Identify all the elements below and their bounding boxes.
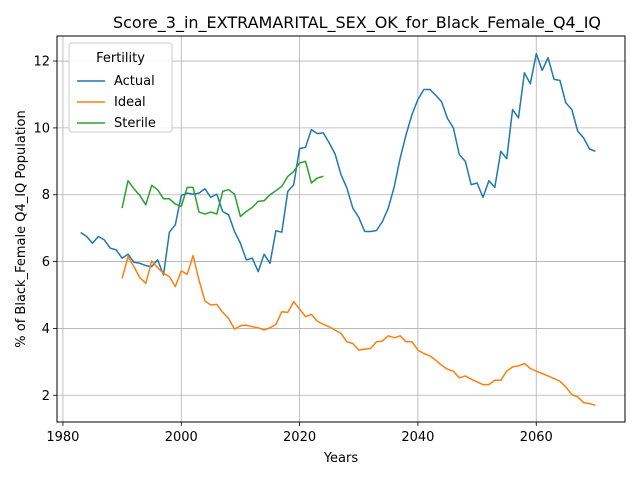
x-tick-label: 2020 — [283, 430, 316, 445]
x-tick-label: 2060 — [520, 430, 553, 445]
legend-box — [68, 42, 173, 133]
y-axis: 2 4 6 8 10 12 — [33, 55, 57, 404]
y-tick-label: 2 — [42, 389, 50, 404]
chart-title: Score_3_in_EXTRAMARITAL_SEX_OK_for_Black… — [113, 13, 601, 33]
y-axis-label: % of Black_Female Q4_IQ Population — [14, 110, 29, 347]
series-line-ideal — [121, 254, 596, 407]
legend-title: Fertility — [96, 51, 145, 66]
plot-frame — [56, 35, 626, 423]
series-line-actual — [80, 52, 596, 276]
y-tick-label: 10 — [33, 121, 50, 136]
y-tick-label: 8 — [42, 188, 50, 203]
y-tick-label: 6 — [42, 255, 50, 270]
legend-label-actual: Actual — [114, 74, 155, 89]
x-tick-label: 2000 — [165, 430, 198, 445]
x-axis: 1980 2000 2020 2040 2060 — [46, 422, 553, 445]
x-tick-label: 1980 — [46, 430, 79, 445]
legend: Fertility Actual Ideal Sterile — [68, 42, 173, 133]
legend-label-ideal: Ideal — [114, 95, 146, 110]
x-tick-label: 2040 — [401, 430, 434, 445]
legend-label-sterile: Sterile — [114, 116, 156, 131]
y-tick-label: 4 — [42, 322, 50, 337]
series-line-sterile — [121, 160, 324, 218]
series-layer — [80, 52, 596, 407]
y-tick-label: 12 — [33, 55, 50, 70]
x-axis-label: Years — [323, 451, 359, 466]
